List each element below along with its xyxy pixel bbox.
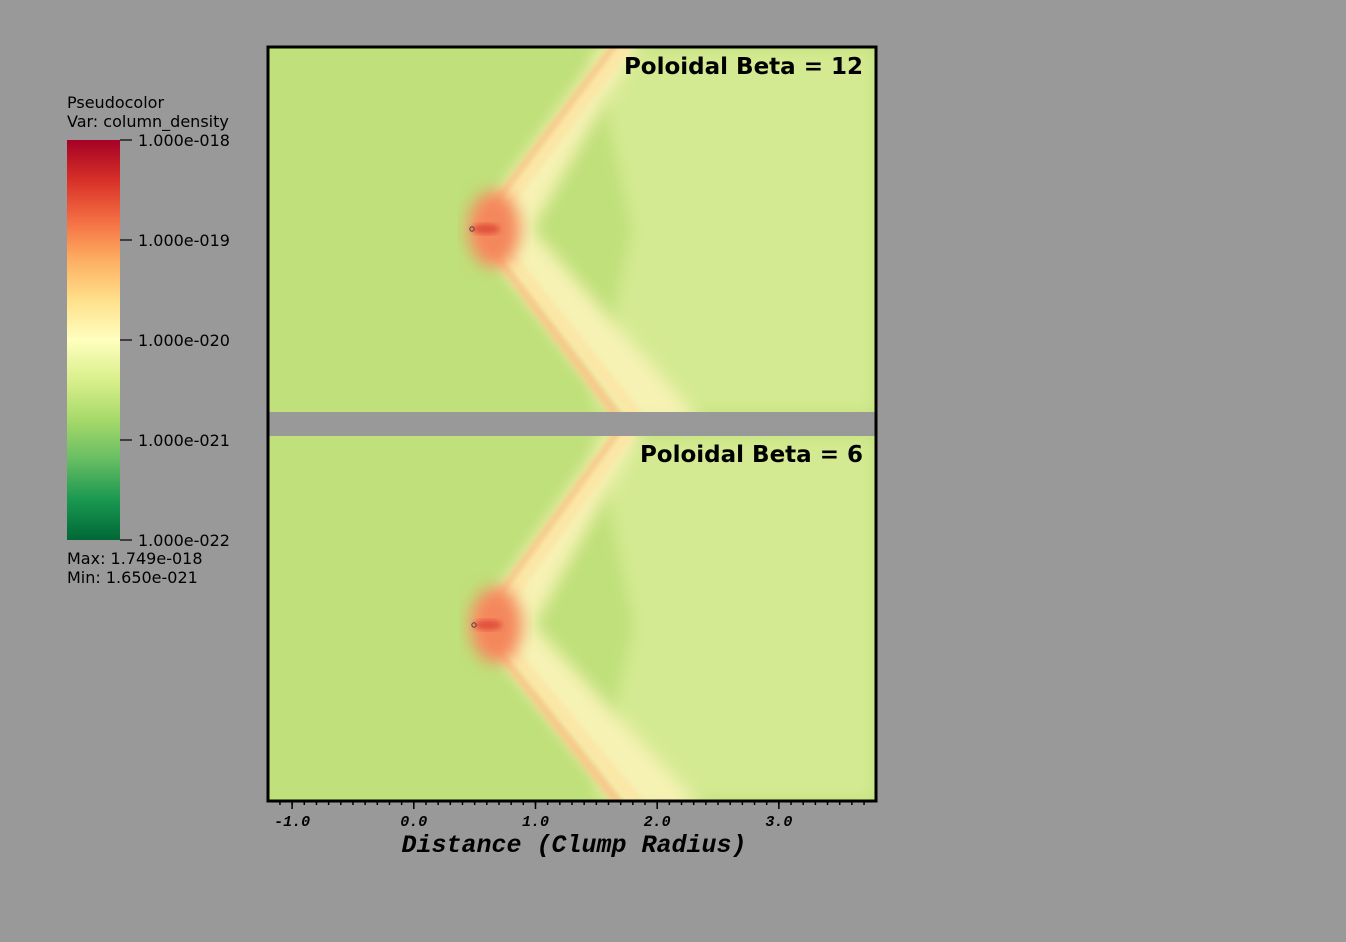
panel-title: Poloidal Beta = 6 <box>640 442 863 468</box>
clump <box>471 622 477 628</box>
x-tick-label: 3.0 <box>765 814 792 831</box>
colorbar <box>67 140 120 540</box>
panel-gap <box>269 412 875 436</box>
downstream-region <box>592 48 875 412</box>
colorbar-tick-label: 1.000e-021 <box>138 431 230 450</box>
core <box>472 224 500 234</box>
x-tick-label: 2.0 <box>644 814 671 831</box>
x-tick-label: -1.0 <box>274 814 310 831</box>
field-panel <box>269 48 875 412</box>
legend-title: Pseudocolor <box>67 93 164 112</box>
legend-min: Min: 1.650e-021 <box>67 568 198 587</box>
clump <box>469 226 475 232</box>
x-tick-label: 0.0 <box>400 814 427 831</box>
colorbar-tick-label: 1.000e-018 <box>138 131 230 150</box>
panel-title: Poloidal Beta = 12 <box>624 54 863 80</box>
legend-var: Var: column_density <box>67 112 229 132</box>
downstream-region <box>594 436 875 800</box>
colorbar-tick-label: 1.000e-022 <box>138 531 230 550</box>
field-panel <box>269 436 875 800</box>
colorbar-tick-label: 1.000e-019 <box>138 231 230 250</box>
x-tick-label: 1.0 <box>522 814 549 831</box>
colorbar-tick-label: 1.000e-020 <box>138 331 230 350</box>
core <box>474 620 502 630</box>
x-axis-label: Distance (Clump Radius) <box>401 831 746 860</box>
legend-max: Max: 1.749e-018 <box>67 549 203 568</box>
